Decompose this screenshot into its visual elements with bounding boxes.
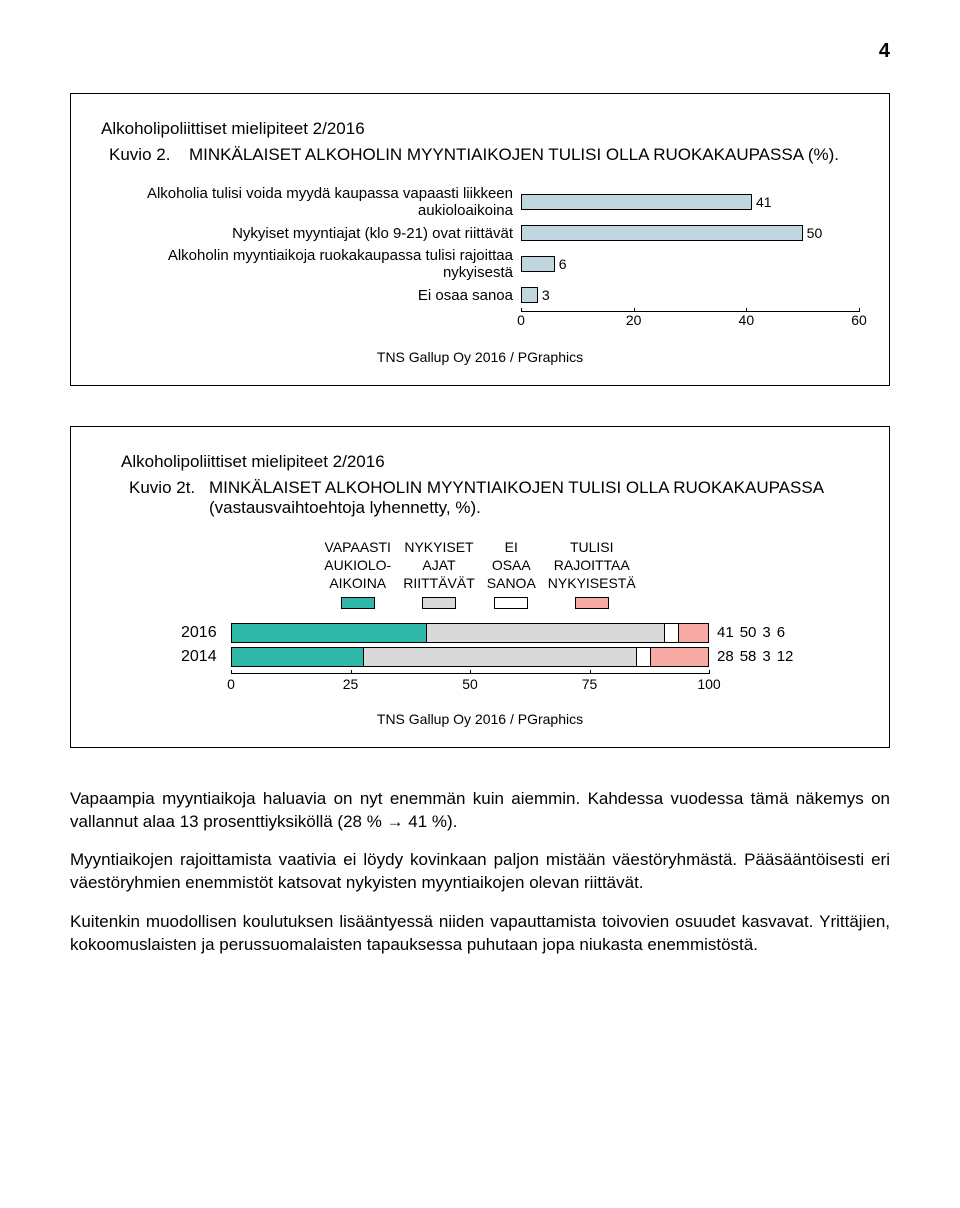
body-paragraphs: Vapaampia myyntiaikoja haluavia on nyt e… (70, 788, 890, 958)
chart-1-kuvio-label: Kuvio 2. (101, 145, 189, 165)
chart-1-source: TNS Gallup Oy 2016 / PGraphics (101, 349, 859, 365)
chart-1-kuvio-text: MINKÄLAISET ALKOHOLIN MYYNTIAIKOJEN TULI… (189, 145, 839, 165)
body-paragraph: Vapaampia myyntiaikoja haluavia on nyt e… (70, 788, 890, 834)
chart-1-tick: 40 (739, 312, 755, 328)
chart-1-bar (521, 287, 538, 303)
legend-item: NYKYISETAJATRIITTÄVÄT (403, 538, 475, 609)
page-number: 4 (70, 40, 890, 63)
chart-1-tick: 0 (517, 312, 525, 328)
legend-swatch (422, 597, 456, 609)
chart-1-bars: Alkoholia tulisi voida myydä kaupassa va… (101, 185, 859, 305)
legend-item: VAPAASTIAUKIOLO-AIKOINA (324, 538, 391, 609)
chart-1-row-label: Alkoholia tulisi voida myydä kaupassa va… (101, 185, 521, 219)
chart-2-segment (651, 648, 708, 666)
chart-2-segment (232, 648, 364, 666)
chart-1-tick: 20 (626, 312, 642, 328)
chart-2-segment (427, 624, 665, 642)
chart-2-tick: 100 (697, 676, 720, 692)
chart-2-values: 2858312 (709, 648, 809, 665)
chart-2-tick: 50 (462, 676, 478, 692)
chart-2-tick: 0 (227, 676, 235, 692)
chart-1-bar-value: 3 (542, 287, 550, 303)
chart-1-bar (521, 194, 752, 210)
chart-2-tick: 25 (343, 676, 359, 692)
chart-1-bar (521, 256, 555, 272)
chart-1-row-label: Ei osaa sanoa (101, 287, 521, 304)
chart-2-bars: 2016 415036 2014 2858312 (181, 623, 809, 667)
chart-2-source: TNS Gallup Oy 2016 / PGraphics (121, 711, 839, 727)
chart-2-title: Alkoholipoliittiset mielipiteet 2/2016 (121, 452, 839, 472)
chart-1-axis: 0204060 (521, 311, 859, 331)
chart-2-tick: 75 (582, 676, 598, 692)
chart-2-segment (665, 624, 679, 642)
chart-2-values: 415036 (709, 624, 809, 641)
chart-2-box: Alkoholipoliittiset mielipiteet 2/2016 K… (70, 426, 890, 748)
chart-1-row-label: Nykyiset myyntiajat (klo 9-21) ovat riit… (101, 225, 521, 242)
chart-2-kuvio-label: Kuvio 2t. (121, 478, 209, 518)
legend-swatch (494, 597, 528, 609)
chart-2-legend: VAPAASTIAUKIOLO-AIKOINANYKYISETAJATRIITT… (121, 538, 839, 609)
chart-1-bar-value: 50 (807, 225, 823, 241)
legend-item: TULISIRAJOITTAANYKYISESTÄ (548, 538, 636, 609)
chart-2-segment (232, 624, 427, 642)
body-paragraph: Myyntiaikojen rajoittamista vaativia ei … (70, 849, 890, 895)
chart-1-title: Alkoholipoliittiset mielipiteet 2/2016 (101, 119, 859, 139)
chart-2-stacked-bar (231, 623, 709, 643)
chart-2-segment (679, 624, 708, 642)
chart-2-year: 2016 (181, 624, 231, 642)
chart-1-box: Alkoholipoliittiset mielipiteet 2/2016 K… (70, 93, 890, 386)
chart-2-axis: 0255075100 (231, 673, 709, 693)
chart-2-kuvio-text: MINKÄLAISET ALKOHOLIN MYYNTIAIKOJEN TULI… (209, 478, 839, 518)
chart-1-row-label: Alkoholin myyntiaikoja ruokakaupassa tul… (101, 247, 521, 281)
chart-2-segment (637, 648, 651, 666)
body-paragraph: Kuitenkin muodollisen koulutuksen lisään… (70, 911, 890, 957)
chart-2-segment (364, 648, 637, 666)
chart-1-bar-value: 6 (559, 256, 567, 272)
chart-1-bar-value: 41 (756, 194, 772, 210)
chart-2-stacked-bar (231, 647, 709, 667)
legend-swatch (575, 597, 609, 609)
legend-item: EIOSAASANOA (487, 538, 536, 609)
chart-1-bar (521, 225, 803, 241)
chart-1-tick: 60 (851, 312, 867, 328)
legend-swatch (341, 597, 375, 609)
chart-2-year: 2014 (181, 648, 231, 666)
